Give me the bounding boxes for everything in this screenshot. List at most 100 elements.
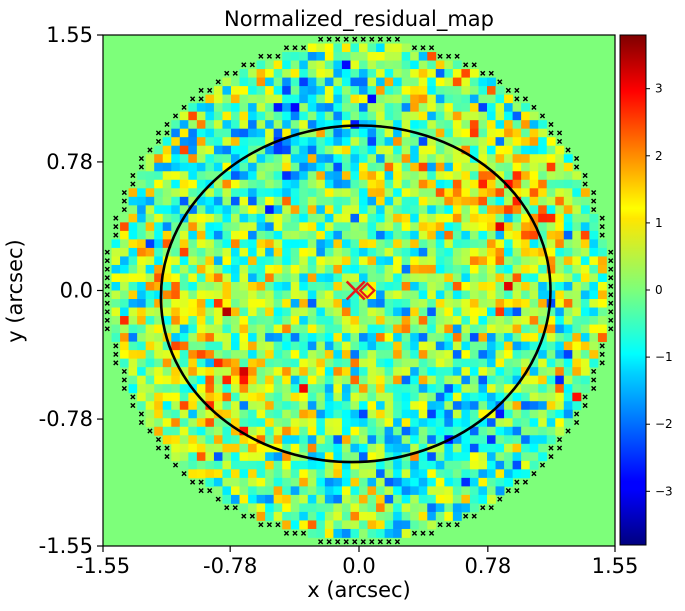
residual-pixel xyxy=(137,324,147,334)
residual-pixel xyxy=(444,222,454,232)
residual-pixel xyxy=(162,256,172,266)
residual-pixel xyxy=(282,281,292,291)
residual-pixel xyxy=(171,375,181,385)
residual-pixel xyxy=(555,358,565,368)
residual-pixel xyxy=(435,77,445,87)
residual-pixel xyxy=(401,256,411,266)
marker-stroke xyxy=(215,496,221,502)
residual-pixel xyxy=(256,103,266,113)
residual-pixel xyxy=(154,247,164,257)
residual-pixel xyxy=(435,290,445,300)
residual-pixel xyxy=(393,307,403,317)
residual-pixel xyxy=(376,52,385,61)
masked-pixel-marker xyxy=(224,505,230,511)
residual-pixel xyxy=(487,477,496,487)
masked-pixel-marker xyxy=(497,496,503,502)
residual-pixel xyxy=(589,358,599,368)
residual-pixel xyxy=(410,409,420,419)
residual-pixel xyxy=(333,213,343,223)
residual-pixel xyxy=(452,188,462,198)
residual-pixel xyxy=(222,247,232,257)
residual-pixel xyxy=(196,460,206,470)
residual-pixel xyxy=(504,316,513,325)
residual-pixel xyxy=(401,52,411,61)
residual-pixel xyxy=(222,469,232,479)
residual-pixel xyxy=(282,520,292,530)
residual-pixel xyxy=(376,358,385,368)
residual-pixel xyxy=(529,137,539,147)
residual-pixel xyxy=(461,477,471,487)
residual-pixel xyxy=(188,316,198,325)
residual-pixel xyxy=(452,179,462,189)
marker-stroke xyxy=(190,479,196,485)
residual-pixel xyxy=(282,205,292,215)
residual-pixel xyxy=(597,256,607,266)
residual-pixel xyxy=(273,299,283,308)
residual-pixel xyxy=(256,94,266,104)
residual-pixel xyxy=(299,171,309,181)
residual-pixel xyxy=(316,503,326,513)
residual-pixel xyxy=(376,367,385,377)
residual-pixel xyxy=(179,273,189,283)
residual-pixel xyxy=(196,196,206,206)
residual-pixel xyxy=(452,290,462,300)
residual-pixel xyxy=(504,154,513,164)
residual-pixel xyxy=(273,179,283,189)
residual-pixel xyxy=(563,418,573,428)
residual-pixel xyxy=(290,392,300,402)
residual-pixel xyxy=(572,273,582,283)
residual-pixel xyxy=(512,324,522,334)
residual-pixel xyxy=(205,401,215,411)
residual-pixel xyxy=(359,239,368,249)
residual-pixel xyxy=(205,188,215,198)
residual-pixel xyxy=(239,494,249,504)
residual-pixel xyxy=(495,392,505,402)
residual-pixel xyxy=(393,511,403,521)
residual-pixel xyxy=(367,239,377,249)
residual-pixel xyxy=(376,188,385,198)
residual-pixel xyxy=(316,171,326,181)
residual-pixel xyxy=(196,171,206,181)
residual-pixel xyxy=(393,247,403,257)
residual-pixel xyxy=(307,60,317,70)
residual-pixel xyxy=(324,333,334,342)
residual-pixel xyxy=(359,222,368,232)
residual-pixel xyxy=(487,384,496,394)
residual-pixel xyxy=(410,520,420,530)
marker-stroke xyxy=(488,505,494,511)
residual-pixel xyxy=(341,435,351,445)
residual-pixel xyxy=(469,503,479,513)
residual-pixel xyxy=(487,247,496,257)
residual-pixel xyxy=(205,256,215,266)
residual-pixel xyxy=(504,103,513,113)
residual-pixel xyxy=(316,137,326,147)
residual-pixel xyxy=(461,460,471,470)
marker-stroke xyxy=(582,172,588,179)
residual-pixel xyxy=(256,290,266,300)
residual-pixel xyxy=(350,171,360,181)
residual-pixel xyxy=(393,503,403,513)
residual-pixel xyxy=(572,367,582,377)
residual-pixel xyxy=(333,86,343,96)
residual-pixel xyxy=(188,145,198,155)
residual-pixel xyxy=(597,273,607,283)
residual-pixel xyxy=(504,162,513,172)
residual-pixel xyxy=(410,503,420,513)
residual-pixel xyxy=(265,494,275,504)
residual-pixel xyxy=(452,477,462,487)
residual-pixel xyxy=(282,469,292,479)
residual-pixel xyxy=(452,494,462,504)
residual-pixel xyxy=(333,111,343,121)
residual-pixel xyxy=(273,469,283,479)
residual-pixel xyxy=(384,77,394,87)
marker-stroke xyxy=(599,224,605,230)
residual-pixel xyxy=(384,299,394,308)
residual-pixel xyxy=(324,520,334,530)
residual-pixel xyxy=(248,333,257,342)
residual-pixel xyxy=(179,179,189,189)
residual-pixel xyxy=(529,213,539,223)
residual-pixel xyxy=(213,188,223,198)
residual-pixel xyxy=(256,486,266,496)
residual-pixel xyxy=(205,418,215,428)
